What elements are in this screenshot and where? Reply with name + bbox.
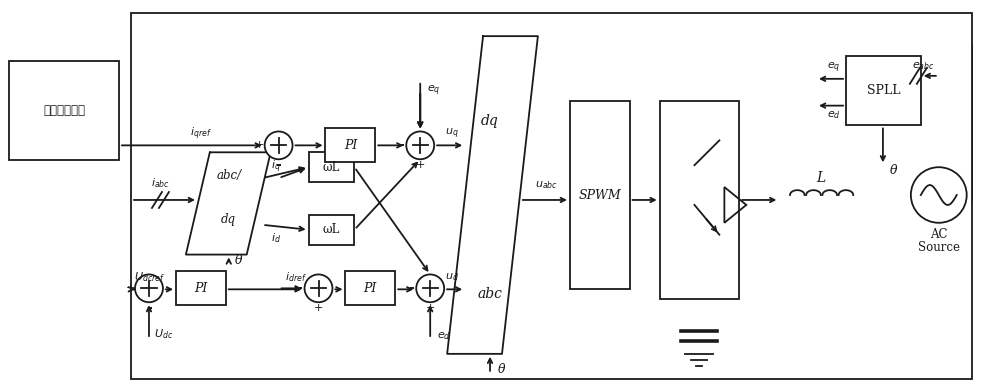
Text: $e_q$: $e_q$ [427, 83, 441, 98]
Text: -: - [297, 281, 302, 295]
Bar [309, 215, 354, 245]
Bar [309, 152, 354, 182]
Bar [131, 13, 972, 379]
Circle shape [135, 275, 163, 302]
Bar [345, 271, 395, 305]
Text: abc: abc [478, 287, 502, 301]
Text: $i_{abc}$: $i_{abc}$ [151, 176, 170, 190]
Text: +: + [255, 140, 264, 151]
Polygon shape [186, 152, 271, 255]
Text: $u_{abc}$: $u_{abc}$ [535, 179, 558, 191]
Text: L: L [816, 171, 826, 185]
Text: +: + [426, 303, 435, 313]
Text: $e_d$: $e_d$ [827, 110, 841, 121]
Text: $U_{dc}$: $U_{dc}$ [154, 327, 174, 341]
Text: SPWM: SPWM [578, 188, 621, 202]
Text: -: - [146, 301, 152, 315]
Text: -: - [398, 138, 404, 152]
Polygon shape [447, 36, 538, 354]
Text: AC: AC [930, 228, 948, 241]
Text: 无功运算模块: 无功运算模块 [43, 104, 85, 117]
Circle shape [911, 167, 967, 223]
Text: SPLL: SPLL [867, 84, 900, 97]
Text: $i_{dref}$: $i_{dref}$ [285, 271, 306, 284]
Text: $U_{dcref}$: $U_{dcref}$ [134, 271, 165, 284]
Text: ωL: ωL [323, 161, 340, 174]
Text: dq: dq [481, 113, 499, 128]
Text: $u_d$: $u_d$ [445, 271, 459, 283]
Text: +: + [125, 283, 135, 293]
Bar [325, 128, 375, 162]
Text: $e_{abc}$: $e_{abc}$ [912, 60, 935, 72]
Text: $e_d$: $e_d$ [437, 330, 451, 342]
Text: $i_{qref}$: $i_{qref}$ [190, 125, 212, 142]
Bar [846, 56, 921, 126]
Text: +: + [314, 303, 323, 313]
Text: -: - [408, 281, 414, 295]
Text: θ: θ [498, 363, 506, 376]
Text: Source: Source [918, 241, 960, 254]
Circle shape [416, 275, 444, 302]
Circle shape [265, 131, 293, 159]
Text: PI: PI [194, 282, 208, 295]
Text: PI: PI [344, 139, 357, 152]
Bar [176, 271, 226, 305]
Bar [9, 61, 119, 160]
Text: PI: PI [364, 282, 377, 295]
Bar [660, 101, 739, 299]
Text: $i_q$: $i_q$ [271, 159, 280, 176]
Text: +: + [416, 160, 425, 170]
Circle shape [305, 275, 332, 302]
Text: θ: θ [890, 164, 898, 177]
Text: dq: dq [221, 213, 236, 226]
Text: -: - [276, 158, 281, 172]
Text: $u_q$: $u_q$ [445, 126, 459, 141]
Bar [570, 101, 630, 289]
Text: $i_d$: $i_d$ [271, 231, 281, 245]
Circle shape [406, 131, 434, 159]
Text: ωL: ωL [323, 223, 340, 236]
Text: $e_q$: $e_q$ [827, 61, 841, 75]
Text: abc/: abc/ [216, 168, 241, 182]
Text: θ: θ [235, 254, 242, 267]
